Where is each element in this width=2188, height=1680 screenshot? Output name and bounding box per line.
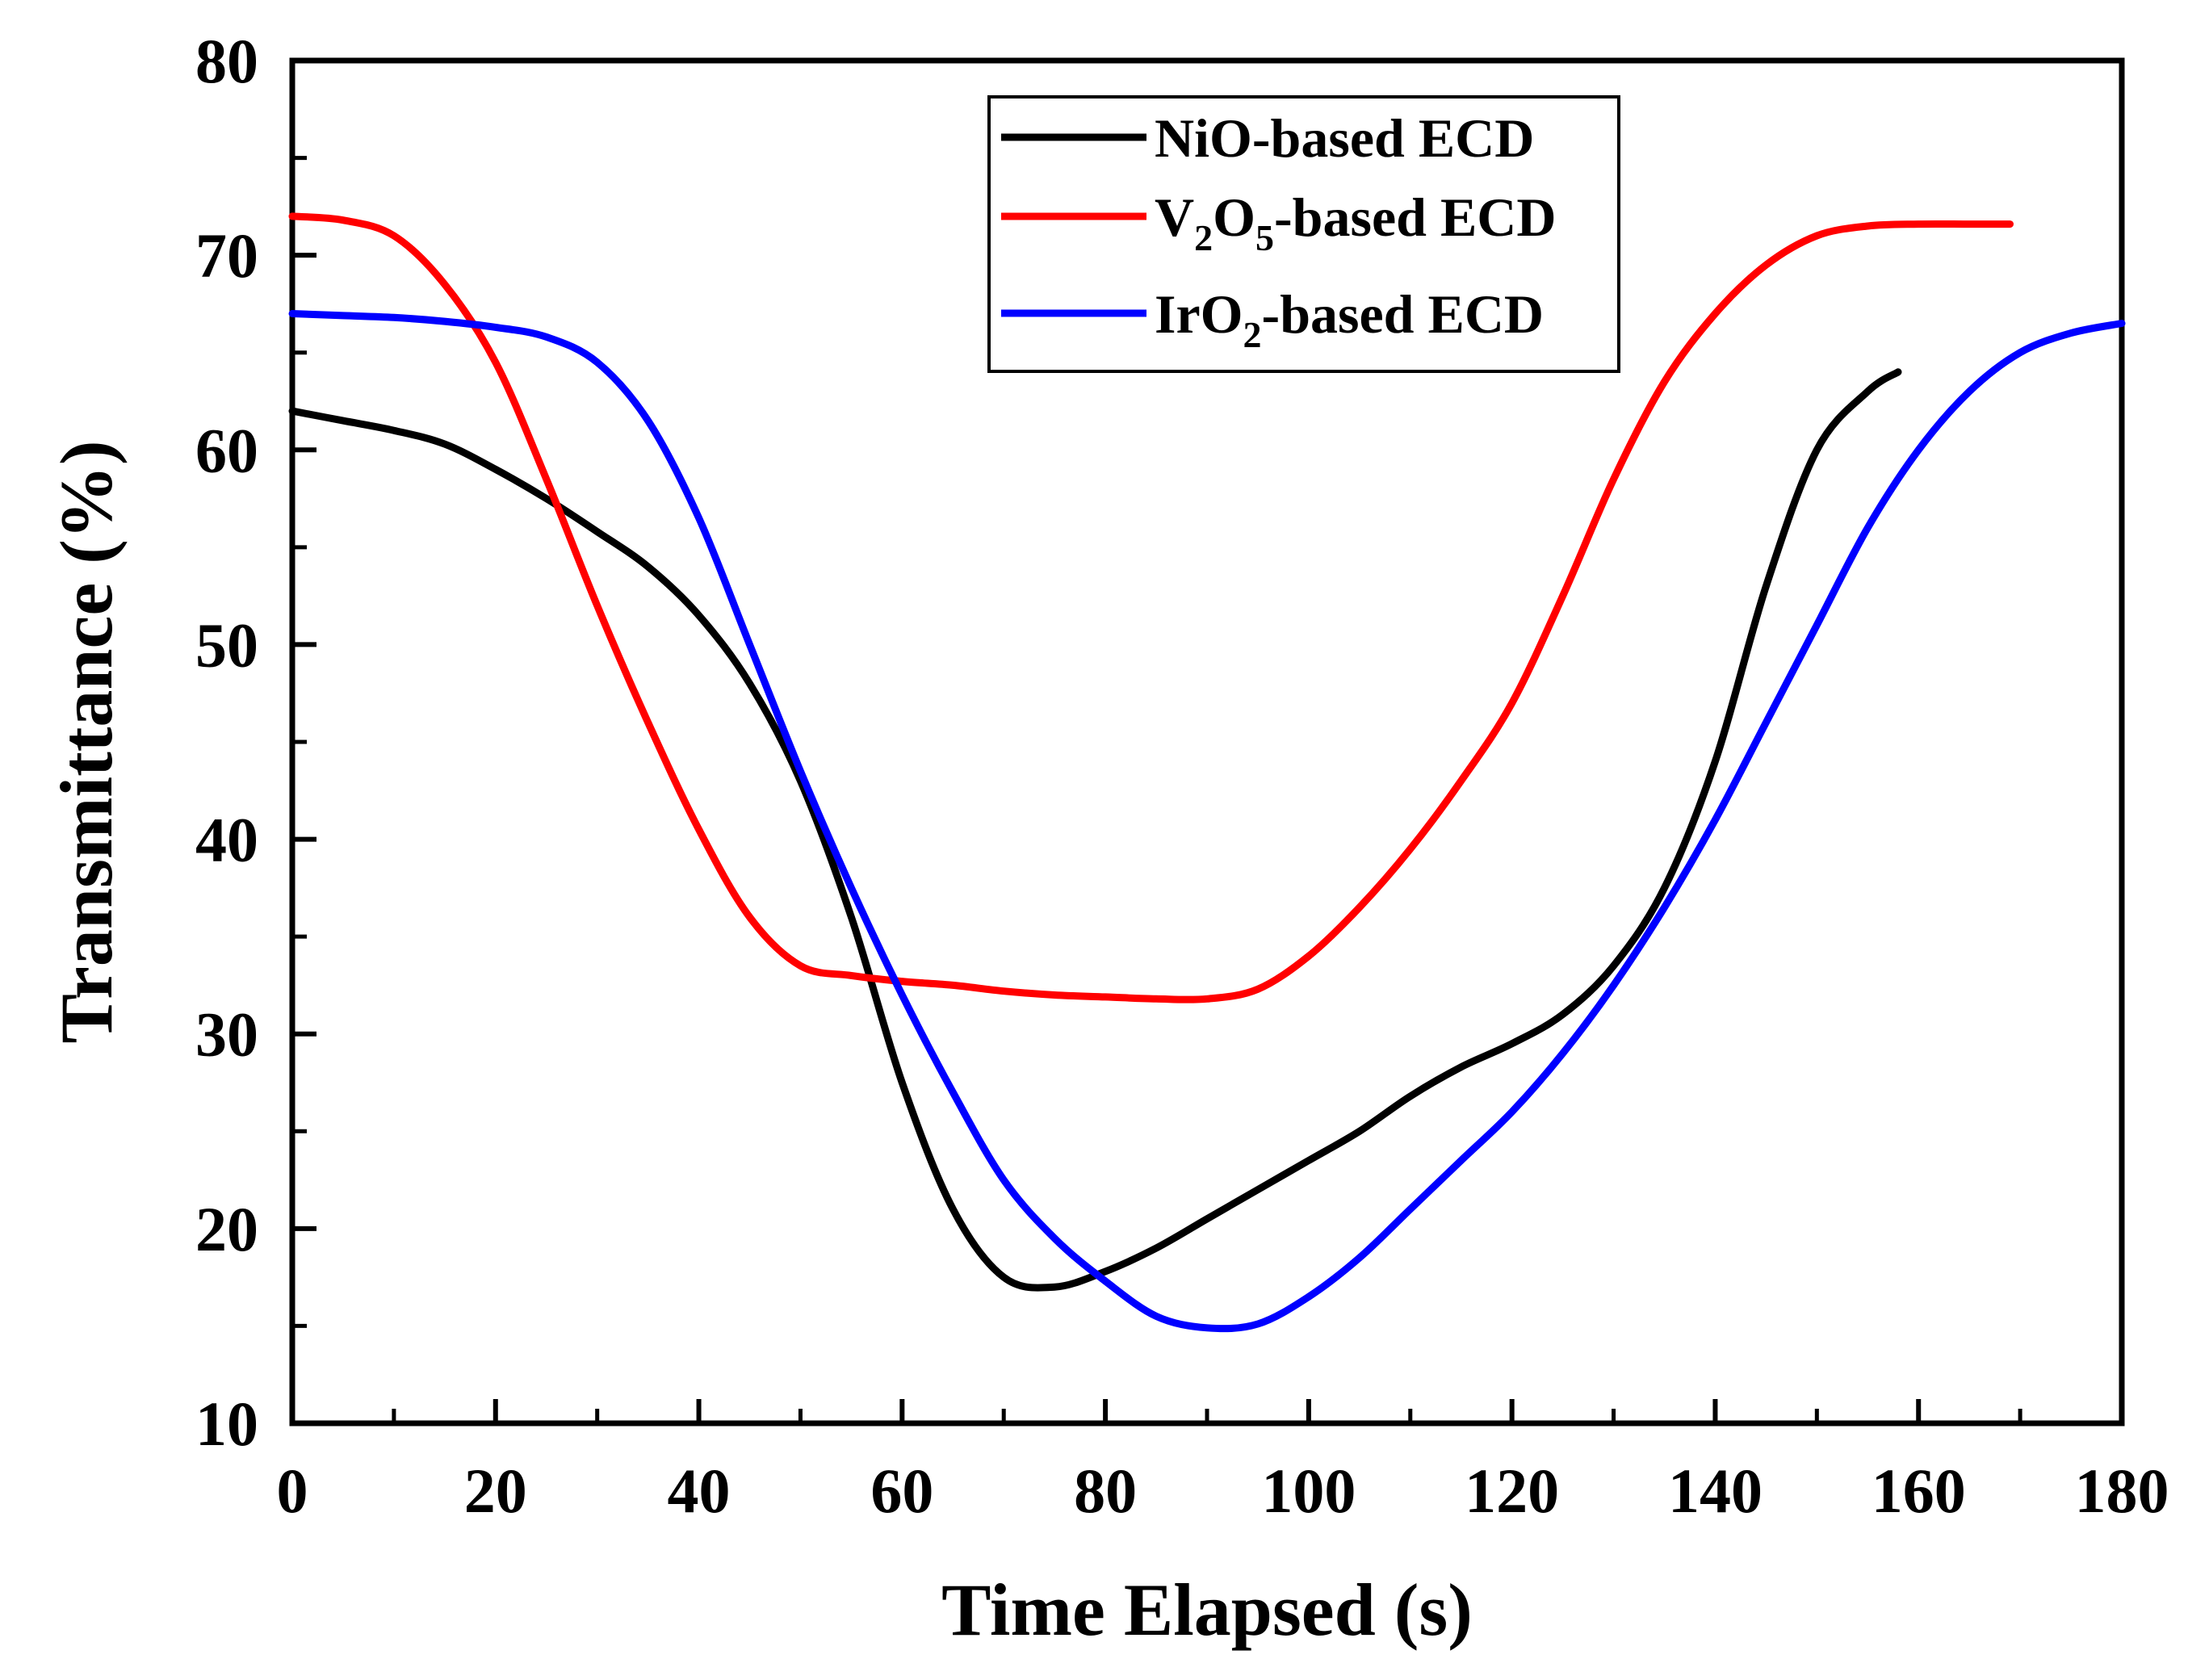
data-series xyxy=(288,212,2126,1333)
x-tick-label: 120 xyxy=(1465,1456,1559,1526)
series-line-v2o5-based-ecd xyxy=(288,212,2014,1003)
y-tick-label: 40 xyxy=(195,805,258,875)
y-axis-title: Transmittance (%) xyxy=(45,441,128,1044)
legend-label-nio-based-ecd: NiO-based ECD xyxy=(1155,107,1534,169)
series-line-iro2-based-ecd xyxy=(288,310,2126,1333)
x-tick-label: 0 xyxy=(277,1456,308,1526)
legend: NiO-based ECD V2O5-based ECD IrO2-based EC… xyxy=(987,95,1620,373)
axis-ticks: 0 20 40 60 80 100 120 140 160 180 10 20 30 40 50 60 70 80 xyxy=(195,26,2169,1526)
x-tick-label: 20 xyxy=(464,1456,527,1526)
y-tick-label: 60 xyxy=(195,415,258,485)
y-tick-label: 10 xyxy=(195,1389,258,1459)
y-tick-label: 70 xyxy=(195,220,258,291)
y-tick-label: 80 xyxy=(195,26,258,96)
x-tick-label: 40 xyxy=(668,1456,731,1526)
x-tick-label: 80 xyxy=(1074,1456,1137,1526)
x-tick-label: 160 xyxy=(1872,1456,1966,1526)
y-tick-label: 50 xyxy=(195,610,258,680)
x-axis-title: Time Elapsed (s) xyxy=(941,1569,1473,1651)
legend-box xyxy=(987,95,1620,373)
legend-label-v2o5-based-ecd: V2O5-based ECD xyxy=(1155,186,1557,258)
x-tick-label: 140 xyxy=(1668,1456,1763,1526)
y-tick-label: 30 xyxy=(195,999,258,1070)
x-tick-label: 60 xyxy=(870,1456,933,1526)
y-tick-label: 20 xyxy=(195,1194,258,1264)
legend-label-iro2-based-ecd: IrO2-based ECD xyxy=(1155,283,1544,355)
x-tick-label: 100 xyxy=(1261,1456,1356,1526)
x-tick-label: 180 xyxy=(2075,1456,2169,1526)
